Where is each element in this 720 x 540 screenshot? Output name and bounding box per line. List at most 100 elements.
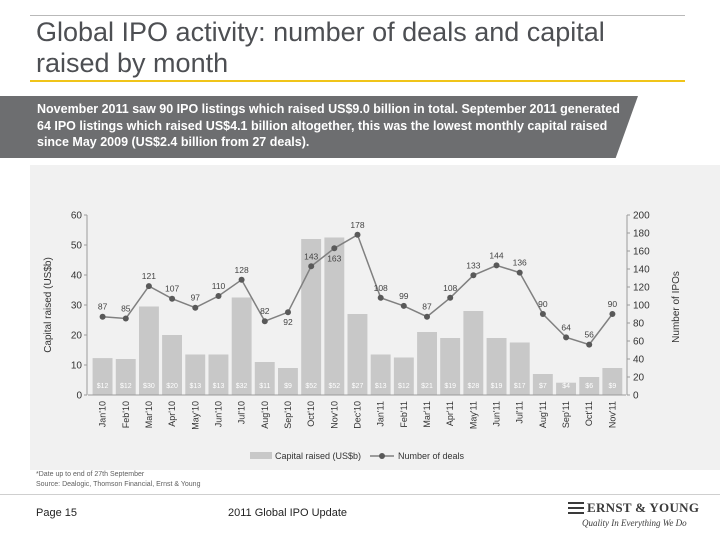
deals-point	[192, 304, 199, 311]
bar	[92, 358, 113, 395]
title-underline	[30, 80, 685, 82]
axes-layer: 0 10 20 30 40 50 60 0 20 40 60 80 100 120 140 160 180 200	[71, 211, 650, 402]
y2-tick-label: 0	[633, 391, 639, 402]
deals-point-label: 99	[399, 291, 409, 301]
deals-point	[145, 283, 152, 290]
bar	[417, 332, 437, 395]
y-tick-label: 40	[71, 271, 83, 282]
bar	[463, 311, 484, 395]
deals-point	[169, 295, 176, 302]
bar-value-label: $17	[514, 383, 526, 390]
deals-point-label: 128	[235, 265, 249, 275]
deals-point-label: 110	[212, 281, 226, 291]
bar-value-label: $19	[491, 383, 503, 390]
deals-point-label: 163	[327, 253, 341, 263]
deals-point	[609, 311, 616, 317]
y-tick-label: 60	[71, 211, 83, 222]
bar-value-label: $28	[468, 383, 480, 390]
x-tick-label: Dec'10	[353, 401, 363, 429]
y2-tick-label: 140	[633, 265, 650, 276]
ernst-young-logo: ERNST & YOUNG Quality In Everything We D…	[568, 500, 699, 532]
deals-point-label: 107	[165, 284, 179, 294]
bar-labels-layer: $12 $12 $30 $20 $13 $13 $32 $11 $9 $52 $52 $27 $13 $1…	[97, 383, 617, 390]
deals-point-label: 108	[443, 283, 457, 293]
deals-point-label: 87	[98, 302, 108, 312]
x-tick-label: Jul'11	[515, 401, 525, 424]
y2-tick-label: 200	[633, 211, 650, 222]
deals-point	[331, 245, 338, 252]
x-tick-label: Apr'10	[167, 401, 177, 427]
summary-text: November 2011 saw 90 IPO listings which …	[37, 102, 620, 149]
bar-value-label: $19	[444, 383, 456, 390]
legend-swatch-capital	[250, 452, 272, 459]
bar-value-label: $52	[305, 383, 317, 390]
logo-tagline: Quality In Everything We Do	[582, 518, 687, 528]
bar-value-label: $21	[421, 383, 433, 390]
x-tick-label: Apr'11	[445, 401, 455, 426]
bar	[278, 368, 298, 395]
y-axis-title: Capital raised (US$b)	[43, 257, 54, 353]
legend-swatch-deals-marker	[379, 453, 385, 459]
bar	[254, 362, 275, 395]
deals-point	[470, 272, 477, 279]
bar	[440, 338, 461, 395]
bar	[556, 382, 576, 395]
bar	[324, 237, 345, 395]
x-tick-label: Feb'10	[121, 401, 131, 428]
footnote: *Date up to end of 27th September Source…	[36, 470, 200, 490]
deals-point-label: 85	[121, 304, 131, 314]
x-tick-label: Sep'11	[561, 401, 571, 428]
point-labels-layer: 87 85 121 107 97 110 128 82 92 143 163 178 108 99 87 10…	[98, 220, 618, 340]
y-tick-label: 0	[76, 391, 82, 402]
x-tick-label: Jul'10	[237, 401, 247, 424]
bar-value-label: $11	[259, 383, 270, 390]
bar-value-label: $12	[97, 383, 109, 390]
deals-point	[563, 334, 570, 341]
deals-point-label: 97	[191, 293, 201, 303]
deals-point	[308, 263, 315, 270]
bar	[115, 359, 136, 395]
deals-point-label: 144	[489, 250, 503, 260]
bar	[231, 297, 252, 395]
y2-axis-title: Number of IPOs	[671, 271, 682, 343]
y-tick-label: 30	[71, 301, 83, 312]
deals-point-label: 136	[513, 258, 527, 268]
bar	[602, 368, 623, 395]
deals-point-label: 121	[142, 271, 156, 281]
bar	[579, 377, 600, 395]
deals-point	[99, 313, 106, 320]
bar	[486, 338, 507, 395]
bar-value-label: $12	[398, 383, 410, 390]
x-tick-label: Aug'11	[538, 401, 548, 428]
deals-point	[122, 315, 129, 322]
deals-point	[539, 311, 546, 317]
bar-value-label: $6	[585, 383, 593, 390]
y-tick-label: 20	[71, 331, 83, 342]
bar	[139, 306, 159, 395]
deals-point-label: 90	[538, 299, 548, 309]
deals-point-label: 133	[466, 260, 480, 270]
bar-value-label: $27	[352, 383, 364, 390]
x-tick-label: Jan'10	[98, 401, 108, 427]
bar-value-label: $32	[236, 383, 248, 390]
bar	[532, 374, 553, 395]
deals-point-label: 108	[374, 283, 388, 293]
deals-point-label: 87	[422, 302, 432, 312]
deals-point-label: 90	[608, 299, 618, 309]
bar-value-label: $4	[562, 383, 570, 390]
footnote-source: Source: Dealogic, Thomson Financial, Ern…	[36, 481, 201, 488]
legend-label-capital: Capital raised (US$b)	[275, 451, 361, 461]
bar	[393, 357, 414, 395]
bar-value-label: $52	[328, 383, 340, 390]
bar	[347, 314, 368, 395]
y2-tick-label: 160	[633, 247, 650, 258]
deals-point	[215, 293, 222, 299]
bar	[370, 354, 391, 395]
x-tick-label: May'11	[468, 401, 478, 429]
footer-rule	[0, 494, 720, 495]
x-tick-label: Jun'11	[492, 401, 502, 427]
legend: Capital raised (US$b) Number of deals	[250, 451, 465, 461]
summary-banner	[0, 96, 638, 158]
bar-value-label: $13	[189, 383, 201, 390]
bar	[162, 335, 182, 395]
